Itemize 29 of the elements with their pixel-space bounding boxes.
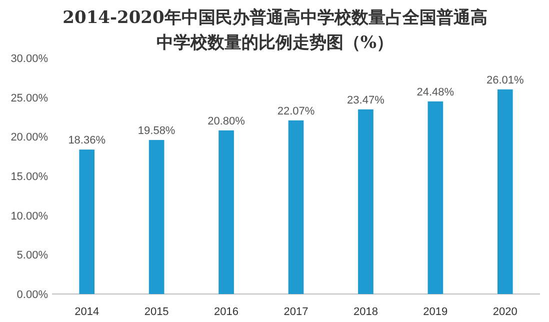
y-tick-label: 25.00% — [10, 92, 48, 104]
x-tick-label: 2016 — [214, 306, 239, 318]
bar — [218, 130, 234, 294]
x-tick-label: 2020 — [492, 306, 518, 318]
data-label: 20.80% — [208, 115, 246, 128]
bar — [79, 150, 95, 294]
x-tick-label: 2017 — [284, 306, 308, 318]
data-label: 22.07% — [277, 105, 315, 118]
y-tick-label: 5.00% — [16, 250, 48, 262]
bar — [358, 109, 374, 294]
data-label: 23.47% — [347, 94, 385, 106]
y-tick-label: 0.00% — [16, 289, 48, 301]
y-tick-label: 15.00% — [10, 171, 48, 183]
y-tick-label: 10.00% — [10, 210, 48, 222]
y-tick-label: 30.00% — [10, 53, 48, 65]
data-label: 19.58% — [138, 124, 176, 137]
bar — [428, 101, 444, 294]
bar — [497, 89, 513, 294]
data-label: 26.01% — [486, 74, 524, 86]
x-tick-label: 2019 — [423, 306, 448, 318]
x-tick-label: 2015 — [144, 306, 169, 318]
x-tick-label: 2018 — [353, 306, 378, 318]
y-tick-label: 20.00% — [10, 132, 48, 144]
bar — [288, 120, 304, 294]
x-tick-label: 2014 — [74, 306, 100, 318]
chart-title: 2014-2020年中国民办普通高中学校数量占全国普通高中学校数量的比例走势图（%） — [62, 7, 488, 55]
data-label: 18.36% — [68, 134, 106, 147]
data-label: 24.48% — [416, 86, 454, 98]
bar — [148, 140, 164, 294]
